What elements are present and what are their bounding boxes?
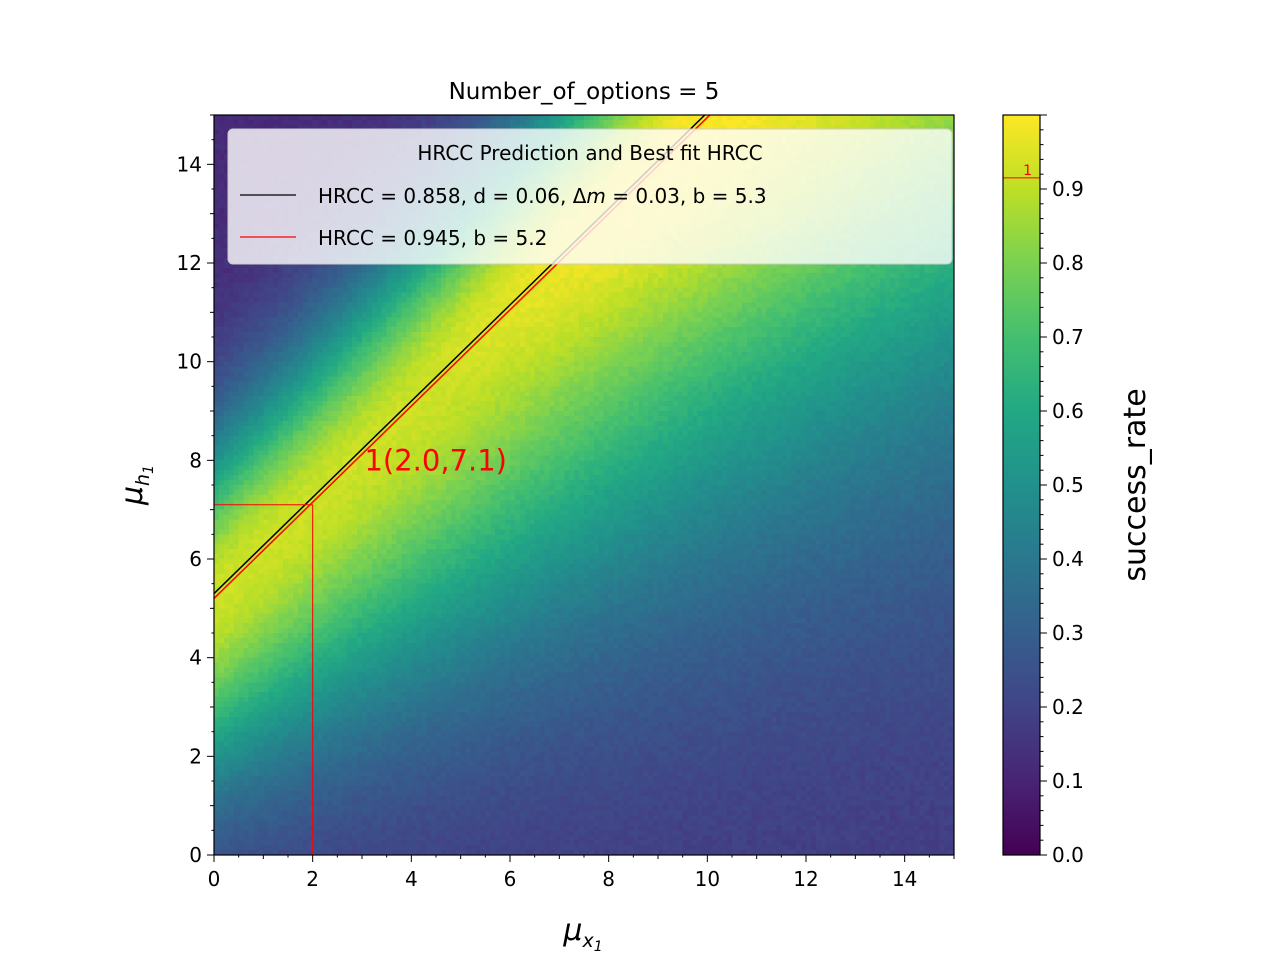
colorbar-tick-label: 0.2 [1052,695,1084,719]
colorbar-tick-label: 0.1 [1052,769,1084,793]
legend: HRCC Prediction and Best fit HRCC HRCC =… [227,128,953,265]
y-tick-label: 6 [189,547,202,571]
x-tick-label: 12 [793,867,818,891]
x-tick-label: 2 [306,867,319,891]
legend-entry-hrcc-prediction: HRCC = 0.858, d = 0.06, Δm = 0.03, b = 5… [318,184,767,208]
y-axis: 0 2 4 6 8 10 12 14 [177,114,214,867]
colorbar-tick-label: 0.0 [1052,843,1084,867]
colorbar-marker: 1 [1003,163,1040,179]
x-axis: 0 2 4 6 8 10 12 14 [208,855,955,891]
annotation-layer: 1(2.0,7.1) [214,443,507,855]
legend-entry-best-fit: HRCC = 0.945, b = 5.2 [318,226,547,250]
y-axis-label-base: μ [115,486,150,506]
colorbar-tick-label: 0.5 [1052,473,1084,497]
x-axis-label-subsub: 1 [594,939,603,955]
legend-title: HRCC Prediction and Best fit HRCC [417,141,762,165]
x-axis-label-base: μ [562,913,582,948]
colorbar-tick-label: 0.9 [1052,177,1084,201]
y-tick-label: 10 [177,350,202,374]
x-tick-label: 10 [695,867,720,891]
colorbar-tick-label: 0.7 [1052,325,1084,349]
y-tick-label: 4 [189,646,202,670]
y-tick-label: 12 [177,251,202,275]
y-axis-label: μh1 [115,465,157,506]
x-tick-label: 14 [892,867,917,891]
x-tick-label: 4 [405,867,418,891]
y-axis-label-subsub: 1 [141,465,157,474]
legend-box [227,128,953,265]
colorbar-gradient [1003,115,1040,855]
y-tick-label: 0 [189,843,202,867]
y-tick-label: 8 [189,448,202,472]
y-tick-label: 2 [189,744,202,768]
y-axis-label-sub: h [132,474,154,486]
annotation-label: 1(2.0,7.1) [364,443,507,477]
colorbar-label: success_rate [1118,388,1153,581]
colorbar: 1 0.0 0.1 0.2 0.3 0.4 0.5 0.6 0.7 0.8 0.9 success… [1002,114,1153,867]
x-axis-label-sub: x [581,930,594,952]
x-axis-label: μx1 [562,913,602,955]
colorbar-tick-label: 0.3 [1052,621,1084,645]
svg-text:μx1: μx1 [562,913,602,955]
colorbar-tick-label: 0.4 [1052,547,1084,571]
colorbar-tick-label: 0.8 [1052,251,1084,275]
y-tick-label: 14 [177,152,202,176]
colorbar-tick-label: 0.6 [1052,399,1084,423]
colorbar-ticks: 0.0 0.1 0.2 0.3 0.4 0.5 0.6 0.7 0.8 0.9 [1040,114,1084,867]
x-tick-label: 6 [504,867,517,891]
x-tick-label: 8 [602,867,615,891]
x-tick-label: 0 [208,867,221,891]
colorbar-marker-label: 1 [1023,163,1032,179]
svg-text:μh1: μh1 [115,465,157,506]
chart-title: Number_of_options = 5 [449,79,720,105]
